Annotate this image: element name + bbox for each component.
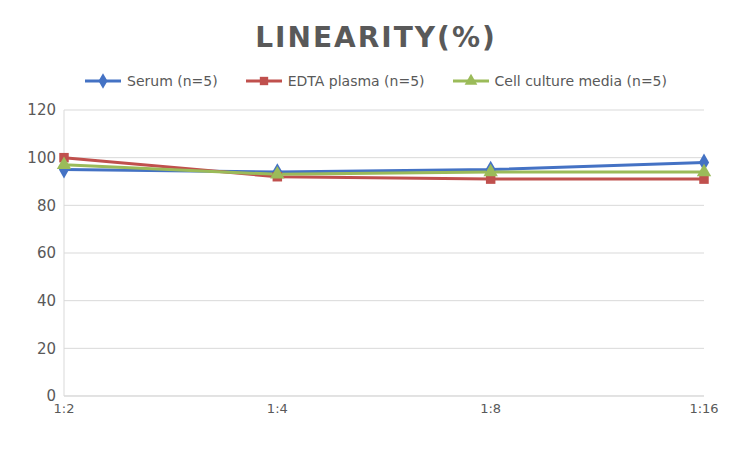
- html-text:EDTA plasma (n=5): EDTA plasma (n=5): [287, 73, 425, 89]
- svg-text:1:16: 1:16: [689, 401, 718, 416]
- svg-text:120: 120: [27, 101, 56, 119]
- svg-text:100: 100: [27, 149, 56, 167]
- html-text:Serum (n=5): Serum (n=5): [127, 73, 218, 89]
- svg-text:40: 40: [37, 292, 56, 310]
- svg-text:60: 60: [37, 244, 56, 262]
- svg-text:20: 20: [37, 340, 56, 358]
- svg-text:1:4: 1:4: [267, 401, 288, 416]
- svg-text:1:8: 1:8: [480, 401, 501, 416]
- html-text:LINEARITY(%): LINEARITY(%): [255, 20, 497, 54]
- svg-text:80: 80: [37, 197, 56, 215]
- svg-text:0: 0: [46, 387, 56, 405]
- svg-text:1:2: 1:2: [54, 401, 75, 416]
- html-text:Cell culture media (n=5): Cell culture media (n=5): [494, 73, 667, 89]
